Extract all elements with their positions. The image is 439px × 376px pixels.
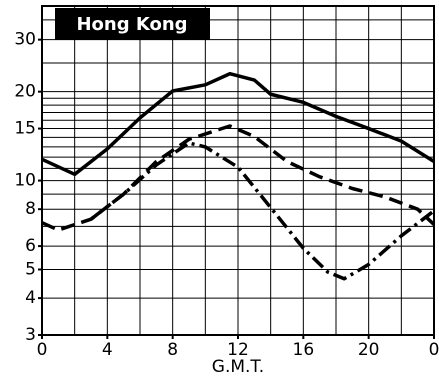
x-tick-label: 8 xyxy=(167,340,178,360)
y-tick-label: 8 xyxy=(25,199,36,219)
title-box xyxy=(55,8,210,40)
y-tick-label: 30 xyxy=(14,30,36,50)
x-tick-label: 12 xyxy=(227,340,249,360)
y-tick-label: 10 xyxy=(14,171,36,191)
data-line xyxy=(41,124,436,232)
y-tick-label: 3 xyxy=(25,325,36,345)
y-tick-label: 5 xyxy=(25,259,36,279)
x-tick-label: 4 xyxy=(102,340,113,360)
chart-title: Hong Kong xyxy=(76,14,187,35)
y-tick-label: 6 xyxy=(25,236,36,256)
x-axis-label: G.M.T. xyxy=(212,357,264,376)
x-tick-label: 0 xyxy=(37,340,48,360)
y-tick-label: 4 xyxy=(25,288,36,308)
data-line xyxy=(41,71,435,177)
x-tick-label: 20 xyxy=(358,340,380,360)
data-line xyxy=(89,141,436,281)
x-tick-label: 16 xyxy=(293,340,315,360)
y-tick-label: 15 xyxy=(14,119,36,139)
x-tick-label: 0 xyxy=(429,340,439,360)
y-tick-label: 20 xyxy=(14,82,36,102)
